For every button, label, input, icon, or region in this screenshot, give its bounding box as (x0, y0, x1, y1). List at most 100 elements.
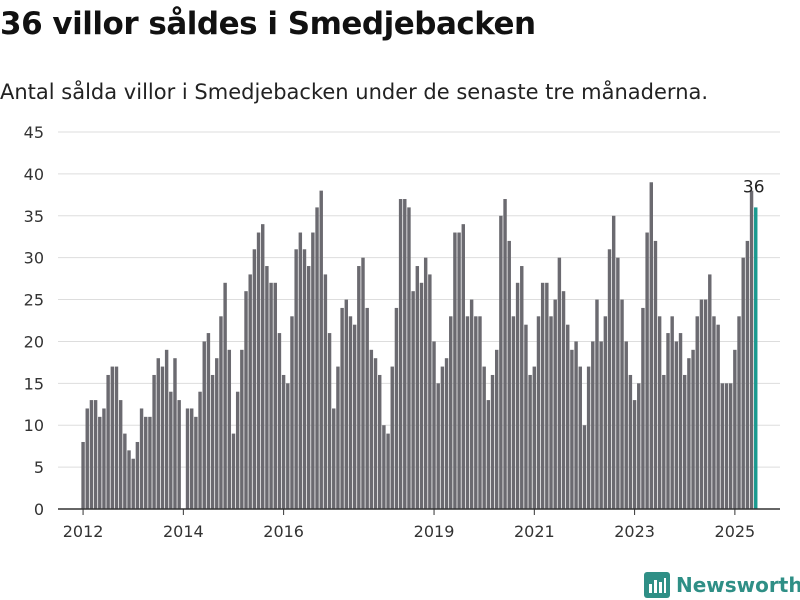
bar (327, 333, 332, 509)
bar (177, 400, 181, 509)
bar (478, 316, 482, 509)
bar (286, 383, 290, 509)
bar (436, 383, 440, 509)
bar (118, 400, 123, 509)
bar (733, 349, 737, 509)
bar (566, 324, 570, 509)
bar (632, 400, 637, 509)
bar (683, 374, 687, 509)
y-tick-label: 0 (34, 500, 44, 519)
bar (210, 374, 215, 509)
bar (403, 199, 407, 509)
bar (378, 374, 382, 509)
bar (490, 374, 495, 509)
bar (712, 316, 716, 509)
bar (407, 207, 411, 509)
brand-logo: Newsworthy (644, 570, 800, 600)
bar (453, 232, 457, 509)
bar (365, 307, 369, 509)
bar (494, 349, 499, 509)
bar (311, 232, 315, 509)
bar (89, 400, 94, 509)
bar (244, 291, 248, 509)
bar (419, 282, 424, 509)
bar (152, 374, 156, 509)
y-tick-label: 25 (24, 291, 44, 310)
bar (269, 282, 273, 509)
bar (332, 408, 336, 509)
bar (674, 341, 679, 509)
bar (323, 274, 328, 509)
bar (607, 249, 612, 510)
y-tick-label: 5 (34, 458, 44, 477)
y-tick-label: 10 (24, 416, 44, 435)
bar (261, 224, 265, 509)
bar (231, 433, 236, 509)
bar (352, 324, 357, 509)
bar (227, 349, 232, 509)
bar (144, 416, 148, 509)
bar-highlight (754, 207, 758, 509)
bar (703, 299, 708, 509)
bar (657, 316, 662, 509)
bar (578, 366, 582, 509)
bar (666, 333, 670, 509)
bar (574, 341, 578, 509)
bar (127, 450, 131, 509)
bar (591, 341, 595, 509)
bar (461, 224, 465, 509)
bar (298, 232, 303, 509)
bar (252, 249, 257, 510)
bar (248, 274, 252, 509)
y-tick-label: 35 (24, 207, 44, 226)
bar (93, 400, 98, 509)
bar (428, 274, 432, 509)
bar (131, 458, 135, 509)
bar (81, 441, 85, 509)
y-tick-label: 30 (24, 249, 44, 268)
bar (423, 257, 428, 509)
bar (515, 282, 520, 509)
bar (215, 358, 219, 509)
bar (699, 299, 704, 509)
bar (599, 341, 603, 509)
bar (164, 349, 169, 509)
bar (340, 307, 344, 509)
bar (315, 207, 319, 509)
bar (290, 316, 294, 509)
data-labels: 36 (743, 177, 765, 197)
x-tick-label: 2021 (514, 522, 555, 541)
bar (156, 358, 160, 509)
bar (745, 240, 750, 509)
bar (110, 366, 115, 509)
bar (361, 257, 365, 509)
bar (641, 307, 645, 509)
bar (741, 257, 745, 509)
bar (616, 257, 620, 509)
bar (603, 316, 608, 509)
newsworthy-logo-icon (644, 572, 670, 598)
bar (202, 341, 206, 509)
bar (240, 349, 244, 509)
bar (185, 408, 190, 509)
bar (507, 240, 511, 509)
bar (469, 299, 474, 509)
bar (670, 316, 674, 509)
bar (440, 366, 445, 509)
x-tick-label: 2012 (63, 522, 104, 541)
y-tick-label: 15 (24, 374, 44, 393)
x-tick-label: 2023 (614, 522, 655, 541)
bar (281, 374, 286, 509)
bar (206, 333, 211, 509)
bar (444, 358, 449, 509)
bar (532, 366, 537, 509)
bar (390, 366, 394, 509)
bar (637, 383, 641, 509)
bar (557, 257, 562, 509)
bar (235, 391, 240, 509)
bar (520, 266, 524, 509)
bar (344, 299, 349, 509)
bar (432, 341, 436, 509)
bar (319, 190, 323, 509)
